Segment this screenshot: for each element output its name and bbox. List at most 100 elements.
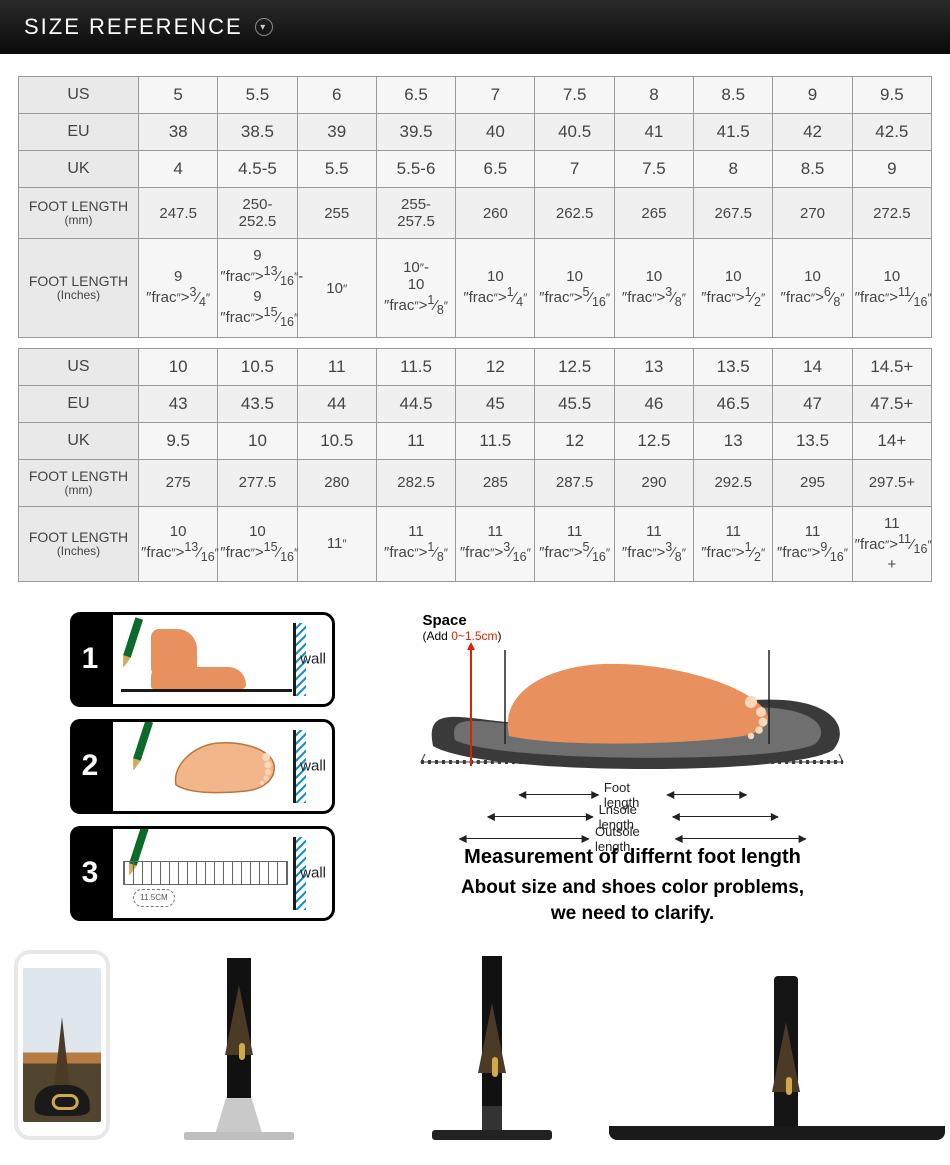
size-cell: 9 (773, 77, 852, 114)
measurement-steps: 1 wall 2 (70, 612, 335, 926)
size-cell: 5.5-6 (376, 151, 455, 188)
chevron-down-icon: ▾ (255, 18, 273, 36)
foot-top-icon (168, 735, 278, 799)
device-phone (14, 950, 110, 1140)
size-cell: 11 ″frac″>9⁄16″ (773, 506, 852, 581)
step-2: 2 wall (70, 719, 335, 814)
row-header: UK (19, 151, 139, 188)
ruler-icon (123, 861, 288, 885)
size-cell: 8.5 (773, 151, 852, 188)
ruler-measure: 11.5CM (133, 889, 175, 907)
size-cell: 247.5 (139, 188, 218, 239)
size-cell: 11.5 (456, 423, 535, 460)
size-cell: 297.5+ (852, 460, 931, 507)
size-cell: 14+ (852, 423, 931, 460)
size-cell: 46.5 (694, 386, 773, 423)
size-cell: 45 (456, 386, 535, 423)
foot-side-icon (151, 629, 246, 689)
size-cell: 5 (139, 77, 218, 114)
size-cell: 6.5 (376, 77, 455, 114)
size-cell: 47 (773, 386, 852, 423)
size-cell: 10 (139, 349, 218, 386)
size-cell: 10 ″frac″>6⁄8″ (773, 239, 852, 338)
size-cell: 4 (139, 151, 218, 188)
size-cell: 287.5 (535, 460, 614, 507)
row-header: FOOT LENGTH(Inches) (19, 239, 139, 338)
table-row: EU4343.54444.54545.54646.54747.5+ (19, 386, 932, 423)
table-row: EU3838.53939.54040.54141.54242.5 (19, 114, 932, 151)
size-cell: 11 ″frac″>3⁄8″ (614, 506, 693, 581)
size-cell: 11.5 (376, 349, 455, 386)
row-header: FOOT LENGTH(mm) (19, 188, 139, 239)
table-row: UK44.5-55.55.5-66.577.588.59 (19, 151, 932, 188)
wall-label: wall (300, 651, 326, 668)
size-reference-header: SIZE REFERENCE ▾ (0, 0, 950, 54)
size-cell: 8 (694, 151, 773, 188)
row-header: FOOT LENGTH(mm) (19, 460, 139, 507)
table-row: FOOT LENGTH(Inches)10 ″frac″>13⁄16″10 ″f… (19, 506, 932, 581)
size-cell: 5.5 (297, 151, 376, 188)
size-cell: 10.5 (218, 349, 297, 386)
size-cell: 280 (297, 460, 376, 507)
size-cell: 43.5 (218, 386, 297, 423)
step-2-illustration: wall (110, 719, 335, 814)
step-number: 3 (70, 826, 110, 921)
size-cell: 7.5 (614, 151, 693, 188)
size-cell: 10 ″frac″>3⁄8″ (614, 239, 693, 338)
size-cell: 14.5+ (852, 349, 931, 386)
size-cell: 13.5 (773, 423, 852, 460)
row-header: EU (19, 114, 139, 151)
size-cell: 10 ″frac″>15⁄16″ (218, 506, 297, 581)
size-cell: 14 (773, 349, 852, 386)
measurement-section: 1 wall 2 (0, 602, 950, 936)
size-cell: 290 (614, 460, 693, 507)
size-cell: 6 (297, 77, 376, 114)
wall-label: wall (300, 758, 326, 775)
size-cell: 7 (535, 151, 614, 188)
size-cell: 38.5 (218, 114, 297, 151)
size-cell: 38 (139, 114, 218, 151)
size-cell: 285 (456, 460, 535, 507)
size-cell: 262.5 (535, 188, 614, 239)
size-cell: 41 (614, 114, 693, 151)
table-row: FOOT LENGTH(mm)247.5250-252.5255255-257.… (19, 188, 932, 239)
size-cell: 11 ″frac″>3⁄16″ (456, 506, 535, 581)
wall-label: wall (300, 865, 326, 882)
size-cell: 7.5 (535, 77, 614, 114)
size-cell: 255 (297, 188, 376, 239)
size-cell: 10 ″frac″>13⁄16″ (139, 506, 218, 581)
size-cell: 42 (773, 114, 852, 151)
size-cell: 9 ″frac″>13⁄16″-9 ″frac″>15⁄16″ (218, 239, 297, 338)
size-cell: 275 (139, 460, 218, 507)
header-title: SIZE REFERENCE (24, 14, 243, 40)
size-cell: 250-252.5 (218, 188, 297, 239)
dim-outsole-length: Outsole length (459, 824, 806, 854)
size-cell: 42.5 (852, 114, 931, 151)
row-header: FOOT LENGTH(Inches) (19, 506, 139, 581)
size-cell: 11 (297, 349, 376, 386)
size-cell: 43 (139, 386, 218, 423)
size-cell: 10″-10 ″frac″>1⁄8″ (376, 239, 455, 338)
size-cell: 9 (852, 151, 931, 188)
device-laptop (636, 976, 936, 1140)
step-1-illustration: wall (110, 612, 335, 707)
table-row: US1010.51111.51212.51313.51414.5+ (19, 349, 932, 386)
size-cell: 11 ″frac″>1⁄2″ (694, 506, 773, 581)
step-number: 2 (70, 719, 110, 814)
size-cell: 12 (456, 349, 535, 386)
size-cell: 10 (218, 423, 297, 460)
size-cell: 10″ (297, 239, 376, 338)
size-cell: 9 ″frac″>3⁄4″ (139, 239, 218, 338)
size-cell: 8.5 (694, 77, 773, 114)
size-cell: 282.5 (376, 460, 455, 507)
size-cell: 9.5 (852, 77, 931, 114)
row-header: EU (19, 386, 139, 423)
size-cell: 39 (297, 114, 376, 151)
size-cell: 12.5 (535, 349, 614, 386)
size-cell: 44.5 (376, 386, 455, 423)
size-cell: 10 ″frac″>1⁄2″ (694, 239, 773, 338)
measurement-subtitle: About size and shoes color problems,we n… (461, 875, 804, 926)
size-cell: 9.5 (139, 423, 218, 460)
size-cell: 6.5 (456, 151, 535, 188)
device-imac (129, 958, 349, 1140)
